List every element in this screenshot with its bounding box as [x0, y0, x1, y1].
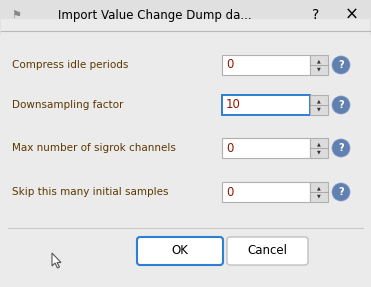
FancyBboxPatch shape: [137, 237, 223, 265]
Text: 0: 0: [226, 59, 233, 71]
Circle shape: [332, 139, 350, 157]
Text: OK: OK: [171, 245, 188, 257]
Text: ?: ?: [312, 8, 320, 22]
Polygon shape: [52, 253, 61, 268]
FancyBboxPatch shape: [310, 182, 328, 202]
FancyBboxPatch shape: [222, 138, 310, 158]
Text: ▼: ▼: [317, 193, 321, 199]
Text: Cancel: Cancel: [247, 245, 288, 257]
FancyBboxPatch shape: [222, 95, 310, 115]
Text: ▼: ▼: [317, 150, 321, 154]
Text: Import Value Change Dump da...: Import Value Change Dump da...: [58, 9, 252, 22]
Text: Skip this many initial samples: Skip this many initial samples: [12, 187, 168, 197]
Circle shape: [332, 96, 350, 114]
Text: 0: 0: [226, 185, 233, 199]
Text: ×: ×: [345, 6, 359, 24]
Text: ▲: ▲: [317, 141, 321, 146]
Text: Downsampling factor: Downsampling factor: [12, 100, 124, 110]
Text: ▼: ▼: [317, 67, 321, 71]
FancyBboxPatch shape: [1, 19, 370, 36]
FancyBboxPatch shape: [0, 0, 371, 35]
FancyBboxPatch shape: [222, 55, 310, 75]
Text: ▲: ▲: [317, 59, 321, 63]
Circle shape: [332, 56, 350, 74]
Text: ?: ?: [338, 143, 344, 153]
Text: ▼: ▼: [317, 106, 321, 112]
Text: 10: 10: [226, 98, 241, 112]
Text: ⚑: ⚑: [11, 10, 21, 20]
Text: ▲: ▲: [317, 185, 321, 191]
FancyBboxPatch shape: [227, 237, 308, 265]
Text: 0: 0: [226, 141, 233, 154]
Text: ?: ?: [338, 100, 344, 110]
Text: ?: ?: [338, 187, 344, 197]
FancyBboxPatch shape: [222, 182, 310, 202]
FancyBboxPatch shape: [310, 55, 328, 75]
Text: Compress idle periods: Compress idle periods: [12, 60, 128, 70]
FancyBboxPatch shape: [310, 138, 328, 158]
Text: Max number of sigrok channels: Max number of sigrok channels: [12, 143, 176, 153]
FancyBboxPatch shape: [310, 95, 328, 115]
Text: ▲: ▲: [317, 98, 321, 104]
Text: ?: ?: [338, 60, 344, 70]
Circle shape: [332, 183, 350, 201]
